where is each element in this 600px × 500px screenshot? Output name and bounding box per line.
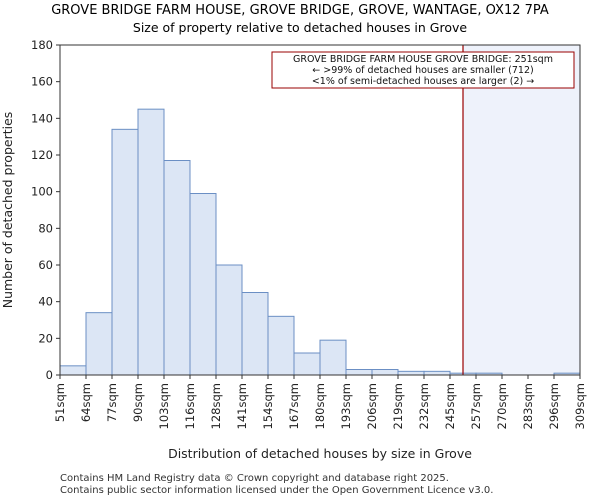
x-tick-label: 64sqm (79, 383, 93, 422)
x-tick-label: 116sqm (183, 383, 197, 429)
x-tick-label: 245sqm (443, 383, 457, 429)
histogram-bar (163, 160, 191, 376)
histogram-bar (397, 370, 425, 376)
histogram-bar (189, 193, 217, 376)
footer-line-1: Contains HM Land Registry data © Crown c… (60, 473, 449, 484)
x-tick-label: 257sqm (469, 383, 483, 429)
highlight-region (463, 45, 580, 375)
histogram-bar (59, 365, 87, 376)
y-tick-label: 60 (38, 258, 53, 272)
chart-subtitle: Size of property relative to detached ho… (133, 20, 468, 35)
y-tick-label: 100 (31, 185, 53, 199)
axes-frame (59, 44, 581, 376)
histogram-bar (137, 108, 165, 376)
x-tick-label: 232sqm (417, 383, 431, 429)
histogram-bar (241, 292, 269, 376)
histogram-bar (215, 264, 243, 376)
x-tick-label: 283sqm (521, 383, 535, 429)
x-axis-ticks: 51sqm 64sqm 77sqm 90sqm 103sqm 116sqm 128sqm 14… (53, 375, 587, 429)
x-tick-label: 103sqm (157, 383, 171, 429)
histogram-bar (371, 369, 399, 376)
x-tick-label: 219sqm (391, 383, 405, 429)
y-tick-label: 80 (38, 221, 53, 235)
x-tick-label: 193sqm (339, 383, 353, 429)
annotation-box: GROVE BRIDGE FARM HOUSE GROVE BRIDGE: 25… (271, 51, 575, 89)
histogram-bar (85, 312, 113, 376)
histogram-bar (111, 128, 139, 376)
histogram-bar (345, 369, 373, 376)
x-tick-label: 206sqm (365, 383, 379, 429)
x-axis-label: Distribution of detached houses by size … (168, 446, 472, 461)
histogram-bar (293, 352, 321, 376)
y-axis-ticks: 0 20 40 60 80 100 120 140 160 180 (31, 38, 60, 382)
y-tick-label: 120 (31, 148, 53, 162)
x-tick-label: 296sqm (547, 383, 561, 429)
y-axis-label: Number of detached properties (0, 112, 15, 309)
x-tick-label: 51sqm (53, 383, 67, 422)
footer-line-2: Contains public sector information licen… (60, 485, 493, 496)
x-tick-label: 167sqm (287, 383, 301, 429)
x-tick-label: 270sqm (495, 383, 509, 429)
bars (59, 108, 581, 376)
x-tick-label: 309sqm (573, 383, 587, 429)
annotation-line-2: ← >99% of detached houses are smaller (7… (312, 65, 533, 76)
annotation-line-1: GROVE BRIDGE FARM HOUSE GROVE BRIDGE: 25… (293, 54, 553, 65)
histogram-bar (423, 370, 451, 376)
x-tick-label: 180sqm (313, 383, 327, 429)
x-tick-label: 90sqm (131, 383, 145, 422)
y-tick-label: 40 (38, 295, 53, 309)
x-tick-label: 141sqm (235, 383, 249, 429)
y-tick-label: 0 (46, 368, 53, 382)
y-tick-label: 20 (38, 331, 53, 345)
y-tick-label: 140 (31, 111, 53, 125)
x-tick-label: 77sqm (105, 383, 119, 422)
histogram-bar (319, 339, 347, 376)
x-tick-label: 154sqm (261, 383, 275, 429)
annotation-line-3: <1% of semi-detached houses are larger (… (312, 76, 534, 87)
chart-title: GROVE BRIDGE FARM HOUSE, GROVE BRIDGE, G… (51, 3, 549, 18)
y-tick-label: 180 (31, 38, 53, 52)
y-tick-label: 160 (31, 75, 53, 89)
histogram-bar (267, 315, 295, 376)
x-tick-label: 128sqm (209, 383, 223, 429)
